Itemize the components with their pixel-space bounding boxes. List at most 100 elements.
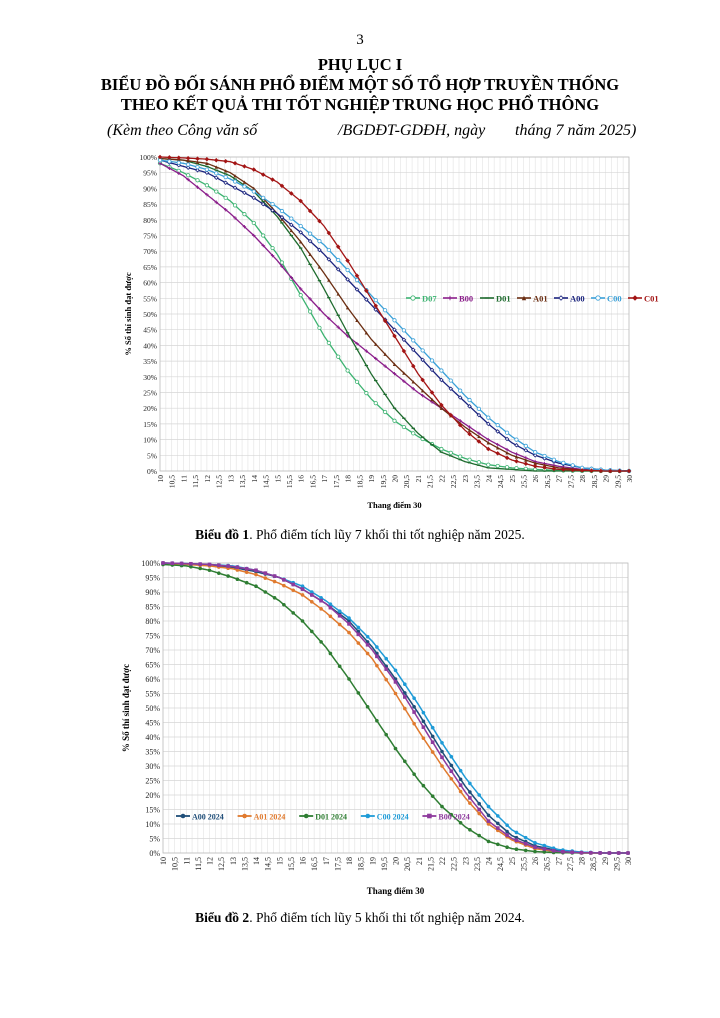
data-point (317, 307, 322, 311)
data-point (336, 292, 340, 296)
data-point (354, 287, 360, 292)
data-point (533, 450, 538, 455)
data-point (532, 464, 538, 469)
y-tick-label: 80% (143, 216, 157, 225)
data-point (204, 156, 210, 162)
data-point (310, 590, 314, 594)
data-point (421, 710, 426, 715)
reference-part-2: /BGDĐT-GDĐH, ngày (338, 122, 486, 139)
data-point (505, 823, 509, 827)
data-point (523, 461, 529, 467)
data-point (449, 769, 454, 774)
data-point (272, 579, 277, 584)
x-tick-label: 14 (250, 475, 259, 483)
x-tick-labels: 10 10,5 11 11,5 12 12,5 13 13,5 14 14,5 15 15,5 16 16… (156, 475, 634, 488)
legend-label: C00 (607, 294, 622, 304)
data-point (235, 565, 240, 570)
x-tick-label: 25,5 (519, 475, 528, 488)
data-point (457, 422, 463, 428)
x-tick-label: 12 (206, 857, 215, 865)
data-point (289, 228, 294, 233)
data-point (355, 341, 359, 346)
x-tick-label: 13 (229, 857, 238, 865)
x-tick-label: 26,5 (543, 857, 552, 871)
data-point (430, 734, 435, 739)
x-tick-label: 16,5 (310, 857, 319, 871)
data-point (429, 390, 435, 395)
data-point (326, 230, 332, 236)
legend-label: A00 (570, 294, 585, 304)
data-point (186, 173, 191, 178)
x-tick-label: 21 (414, 475, 423, 483)
y-tick-label: 65% (143, 263, 157, 272)
data-point (476, 406, 482, 411)
data-point (307, 309, 313, 314)
data-point (195, 164, 200, 170)
data-point (589, 468, 594, 473)
data-point (279, 183, 285, 189)
y-tick-label: 40% (145, 733, 160, 742)
data-point (365, 813, 371, 819)
data-point (204, 170, 210, 175)
data-point (439, 402, 444, 408)
data-point (476, 439, 482, 444)
y-tick-label: 65% (145, 661, 160, 670)
legend-item: B00 (443, 294, 473, 304)
data-point (440, 764, 444, 768)
data-point (214, 200, 218, 204)
legend-item: C00 (591, 294, 622, 304)
data-point (496, 826, 500, 830)
data-point (383, 364, 387, 368)
data-point (299, 287, 303, 291)
data-point (523, 835, 528, 840)
data-point (410, 295, 416, 301)
data-point (448, 386, 454, 391)
x-tick-label: 18,5 (355, 475, 364, 488)
x-tick-label: 29 (601, 857, 610, 865)
data-point (403, 695, 407, 699)
data-point (244, 580, 249, 585)
y-tick-label: 100% (141, 559, 160, 568)
data-point (185, 165, 191, 170)
data-point (242, 164, 247, 169)
data-point (167, 159, 172, 164)
data-point (542, 847, 547, 851)
x-tick-label: 17 (320, 475, 329, 483)
data-point (242, 225, 247, 229)
data-point (440, 741, 444, 745)
data-point (195, 160, 200, 164)
x-tick-label: 23,5 (473, 475, 482, 488)
x-tick-label: 10,5 (168, 475, 177, 488)
data-point (477, 811, 482, 816)
data-point (328, 651, 333, 656)
legend-item: A00 2024 (176, 813, 224, 822)
data-point (504, 436, 510, 442)
data-point (570, 850, 574, 855)
data-point (561, 849, 565, 854)
x-tick-label: 11 (179, 475, 188, 482)
data-point (270, 245, 275, 251)
legend: D07 B00 D01 A01 A00 C00 C01 (406, 294, 659, 304)
data-point (279, 215, 285, 220)
y-tick-label: 75% (143, 232, 157, 241)
x-tick-label: 28 (578, 857, 587, 865)
data-point (298, 198, 303, 204)
data-point (448, 378, 453, 383)
data-point (289, 216, 294, 221)
reference-part-1: (Kèm theo Công văn số (107, 122, 258, 139)
data-point (430, 740, 435, 745)
data-point (235, 568, 240, 572)
page-number: 3 (356, 32, 364, 48)
data-point (558, 295, 564, 301)
x-tick-label: 18,5 (357, 857, 366, 871)
data-point (589, 851, 593, 855)
y-axis-title: % Số thí sinh đạt được (121, 664, 131, 752)
data-point (486, 437, 490, 442)
data-point (393, 668, 398, 673)
data-point (486, 822, 491, 826)
data-point (375, 654, 379, 659)
data-point (223, 180, 228, 186)
data-point (410, 347, 416, 353)
data-point (598, 468, 604, 474)
x-tick-label: 17,5 (333, 857, 342, 871)
